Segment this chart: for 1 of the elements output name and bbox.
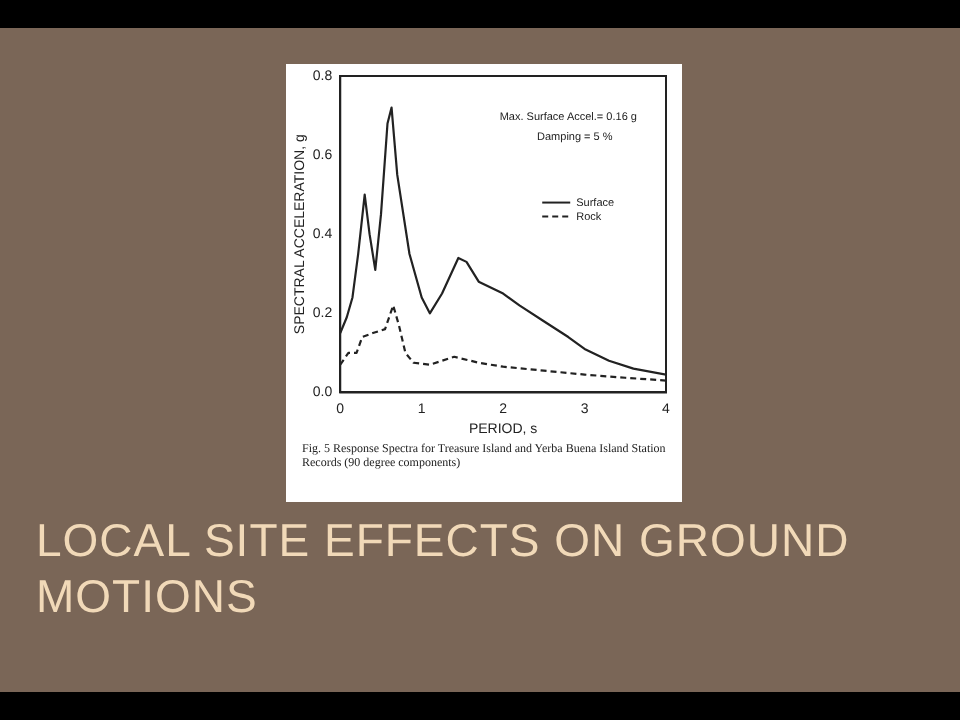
text: LOCAL SITE EFFECTS ON GROUND MOTIONS: [36, 512, 852, 624]
